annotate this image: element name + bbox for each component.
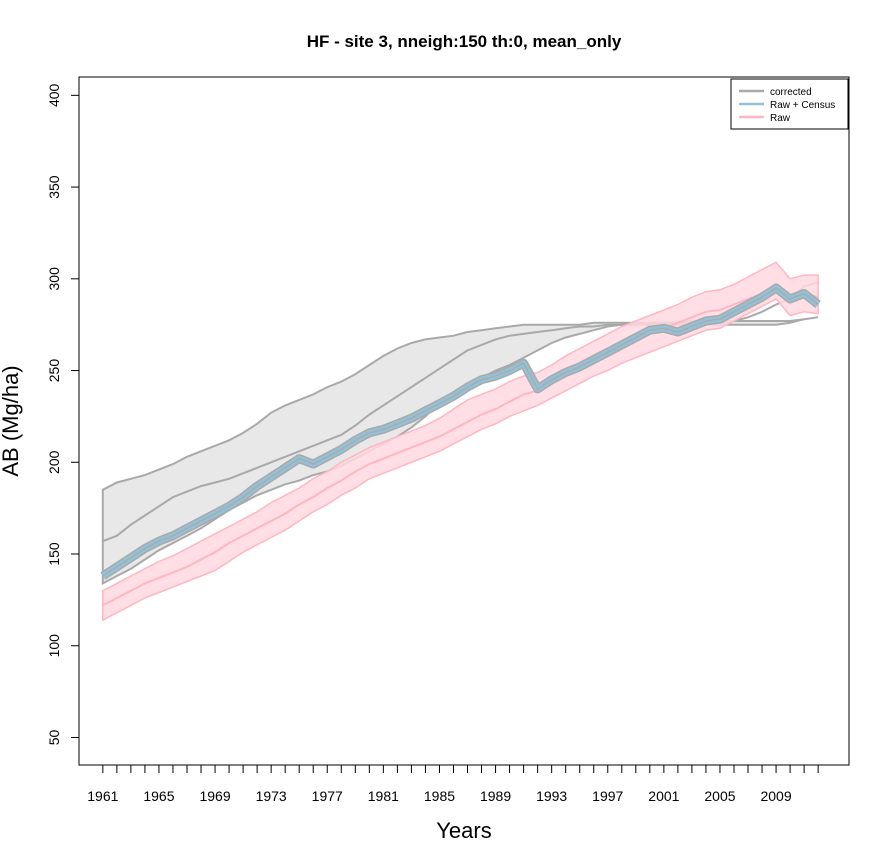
y-tick-label-150: 150	[46, 542, 62, 566]
y-tick-label-200: 200	[46, 450, 62, 474]
x-axis: 1961 1965 1969 1973 1977 1981 1985 1989 1993 1997…	[87, 764, 819, 804]
x-tick-label-1961: 1961	[87, 788, 118, 804]
x-tick-label-1969: 1969	[199, 788, 230, 804]
x-tick-label-2005: 2005	[704, 788, 735, 804]
x-axis-title: Years	[436, 818, 491, 843]
series-raw-census-line	[102, 287, 819, 577]
x-tick-label-2009: 2009	[760, 788, 791, 804]
plot-area	[100, 261, 821, 622]
x-tick-label-1977: 1977	[312, 788, 343, 804]
series-raw-line	[102, 285, 819, 607]
legend: corrected Raw + Census Raw	[730, 78, 849, 130]
y-tick-label-50: 50	[46, 729, 62, 745]
y-axis: 50 100 150 200 250 300 350 400	[46, 83, 80, 745]
x-tick-label-1989: 1989	[480, 788, 511, 804]
x-tick-label-1985: 1985	[424, 788, 455, 804]
chart-title: HF - site 3, nneigh:150 th:0, mean_only	[307, 32, 622, 51]
y-tick-label-350: 350	[46, 175, 62, 199]
legend-label-corrected: corrected	[770, 87, 812, 98]
x-tick-label-1973: 1973	[256, 788, 287, 804]
x-tick-label-1965: 1965	[143, 788, 174, 804]
x-tick-label-1981: 1981	[368, 788, 399, 804]
y-axis-title: AB (Mg/ha)	[0, 365, 23, 476]
x-tick-label-1997: 1997	[592, 788, 623, 804]
y-tick-label-300: 300	[46, 267, 62, 291]
x-tick-label-1993: 1993	[536, 788, 567, 804]
legend-label-raw: Raw	[770, 113, 791, 124]
y-tick-label-100: 100	[46, 634, 62, 658]
series-raw-band	[102, 261, 819, 622]
y-tick-label-400: 400	[46, 83, 62, 107]
y-tick-label-250: 250	[46, 359, 62, 383]
x-tick-label-2001: 2001	[648, 788, 679, 804]
legend-label-raw-census: Raw + Census	[770, 100, 835, 111]
